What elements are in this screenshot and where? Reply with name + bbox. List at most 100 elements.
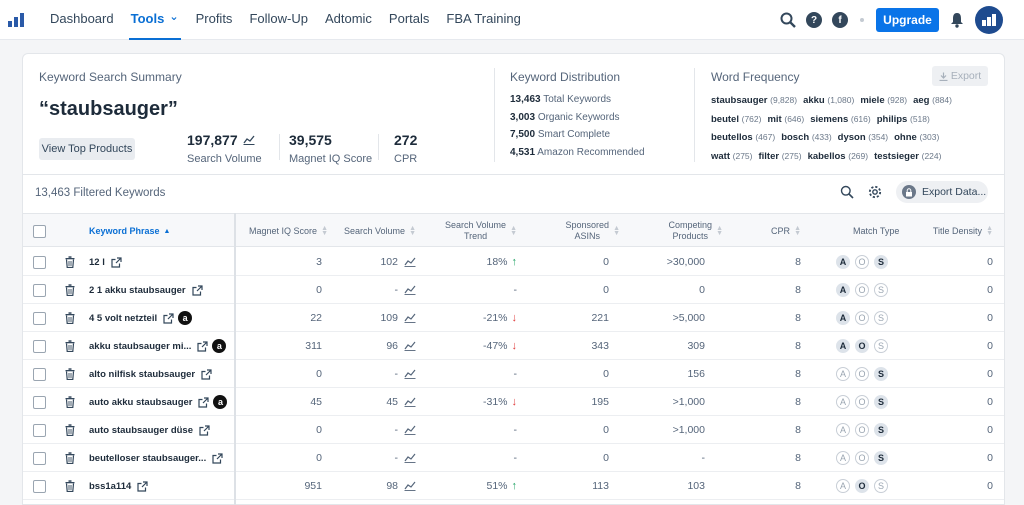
match-type-o-badge[interactable]: O [855, 395, 869, 409]
match-type-a-badge[interactable]: A [836, 367, 850, 381]
match-type-a-badge[interactable]: A [836, 283, 850, 297]
keyword-phrase[interactable]: auto akku staubsauger [89, 396, 193, 408]
sort-icon[interactable]: ▲ ▼ [794, 225, 801, 237]
bell-icon[interactable] [949, 12, 965, 28]
amazon-icon[interactable]: a [178, 311, 193, 325]
table-row[interactable]: alto nilfisk staubsauger 0 - - 0 156 8 A O S 0 [23, 360, 1004, 388]
external-link-icon[interactable] [163, 312, 174, 324]
sort-icon[interactable]: ▲ ▼ [409, 225, 416, 237]
competing-products-header[interactable]: Competing Products ▲ ▼ [623, 214, 723, 248]
match-type-o-badge[interactable]: O [855, 255, 869, 269]
match-type-a-badge[interactable]: A [836, 423, 850, 437]
search-volume-header[interactable]: Search Volume ▲ ▼ [333, 214, 416, 248]
match-type-a-badge[interactable]: A [836, 395, 850, 409]
trash-icon[interactable] [65, 388, 75, 416]
table-row[interactable]: beutelloser staubsauger... 0 - - 0 - 8 A O S 0 [23, 444, 1004, 472]
trend-chart-icon[interactable] [243, 135, 255, 145]
match-type-o-badge[interactable]: O [855, 311, 869, 325]
trend-chart-icon[interactable] [404, 369, 416, 379]
keyword-phrase[interactable]: beutelloser staubsauger... [89, 452, 207, 464]
trend-chart-icon[interactable] [404, 341, 416, 351]
search-volume-trend-header[interactable]: Search Volume Trend ▲ ▼ [427, 214, 517, 248]
match-type-s-badge[interactable]: S [874, 423, 888, 437]
title-density-header[interactable]: Title Density ▲ ▼ [913, 214, 993, 248]
sort-icon[interactable]: ▲ ▼ [986, 225, 993, 237]
trend-chart-icon[interactable] [404, 285, 416, 295]
keyword-phrase[interactable]: akku staubsauger mi... [89, 340, 192, 352]
sort-ascending-icon[interactable]: ▲ [163, 227, 171, 235]
cpr-header[interactable]: CPR ▲ ▼ [743, 214, 801, 248]
trash-icon[interactable] [65, 416, 75, 444]
trash-icon[interactable] [65, 444, 75, 472]
keyword-phrase[interactable]: alto nilfisk staubsauger [89, 368, 196, 380]
external-link-icon[interactable] [192, 284, 203, 296]
trend-chart-icon[interactable] [404, 481, 416, 491]
external-link-icon[interactable] [212, 452, 223, 464]
trend-chart-icon[interactable] [404, 425, 416, 435]
settings-gear-icon[interactable] [868, 185, 882, 199]
match-type-s-badge[interactable]: S [874, 367, 888, 381]
row-checkbox[interactable] [33, 451, 46, 465]
keyword-phrase[interactable]: 12 l [89, 256, 105, 268]
row-checkbox[interactable] [33, 395, 46, 409]
match-type-o-badge[interactable]: O [855, 451, 869, 465]
external-link-icon[interactable] [137, 480, 148, 492]
trash-icon[interactable] [65, 332, 75, 360]
match-type-s-badge[interactable]: S [874, 395, 888, 409]
table-row[interactable]: 2 1 akku staubsauger 0 - - 0 0 8 A O S 0 [23, 276, 1004, 304]
match-type-a-badge[interactable]: A [836, 451, 850, 465]
trend-chart-icon[interactable] [404, 453, 416, 463]
upgrade-button[interactable]: Upgrade [876, 8, 939, 32]
keyword-phrase[interactable]: 4 5 volt netzteil [89, 312, 158, 324]
sort-icon[interactable]: ▲ ▼ [613, 225, 620, 237]
match-type-a-badge[interactable]: A [836, 339, 850, 353]
trash-icon[interactable] [65, 276, 75, 304]
account-avatar-icon[interactable] [975, 6, 1003, 34]
row-checkbox[interactable] [33, 311, 46, 325]
row-checkbox[interactable] [33, 255, 46, 269]
nav-item-adtomic[interactable]: Adtomic [325, 0, 372, 40]
trend-chart-icon[interactable] [404, 397, 416, 407]
helium10-logo-icon[interactable] [8, 12, 28, 27]
table-row[interactable]: 12 l 3 102 18% ↑ 0 >30,000 8 A O S 0 [23, 248, 1004, 276]
row-checkbox[interactable] [33, 423, 46, 437]
view-top-products-button[interactable]: View Top Products [39, 138, 135, 160]
external-link-icon[interactable] [198, 396, 210, 408]
iq-score-header[interactable]: Magnet IQ Score ▲ ▼ [239, 214, 328, 248]
match-type-s-badge[interactable]: S [874, 479, 888, 493]
trash-icon[interactable] [65, 304, 75, 332]
nav-item-dashboard[interactable]: Dashboard [50, 0, 114, 40]
trash-icon[interactable] [65, 360, 75, 388]
nav-item-profits[interactable]: Profits [196, 0, 233, 40]
chevron-down-icon[interactable]: ⌄ [166, 10, 179, 23]
nav-item-portals[interactable]: Portals [389, 0, 429, 40]
match-type-a-badge[interactable]: A [836, 311, 850, 325]
match-type-o-badge[interactable]: O [855, 283, 869, 297]
external-link-icon[interactable] [199, 424, 210, 436]
keyword-phrase[interactable]: auto staubsauger düse [89, 424, 193, 436]
sort-icon[interactable]: ▲ ▼ [716, 225, 723, 237]
row-checkbox[interactable] [33, 479, 46, 493]
row-checkbox[interactable] [33, 283, 46, 297]
match-type-s-badge[interactable]: S [874, 339, 888, 353]
select-all-checkbox[interactable] [33, 224, 46, 238]
help-icon[interactable]: ? [806, 12, 822, 28]
external-link-icon[interactable] [201, 368, 212, 380]
trend-chart-icon[interactable] [404, 257, 416, 267]
external-link-icon[interactable] [111, 256, 122, 268]
match-type-o-badge[interactable]: O [855, 479, 869, 493]
match-type-s-badge[interactable]: S [874, 451, 888, 465]
sort-icon[interactable]: ▲ ▼ [321, 225, 328, 237]
search-icon[interactable] [780, 12, 796, 28]
export-data-button[interactable]: Export Data... [896, 181, 988, 203]
search-icon[interactable] [840, 185, 854, 199]
match-type-o-badge[interactable]: O [855, 339, 869, 353]
keyword-phrase-header[interactable]: Keyword Phrase ▲ [89, 214, 170, 248]
export-button[interactable]: Export [932, 66, 988, 86]
keyword-phrase[interactable]: bss1a114 [89, 480, 132, 492]
trash-icon[interactable] [65, 248, 75, 276]
match-type-s-badge[interactable]: S [874, 283, 888, 297]
row-checkbox[interactable] [33, 339, 46, 353]
table-row[interactable]: akku staubsauger mi... a 311 96 -47% ↓ 343 309 8… [23, 332, 1004, 360]
match-type-o-badge[interactable]: O [855, 367, 869, 381]
